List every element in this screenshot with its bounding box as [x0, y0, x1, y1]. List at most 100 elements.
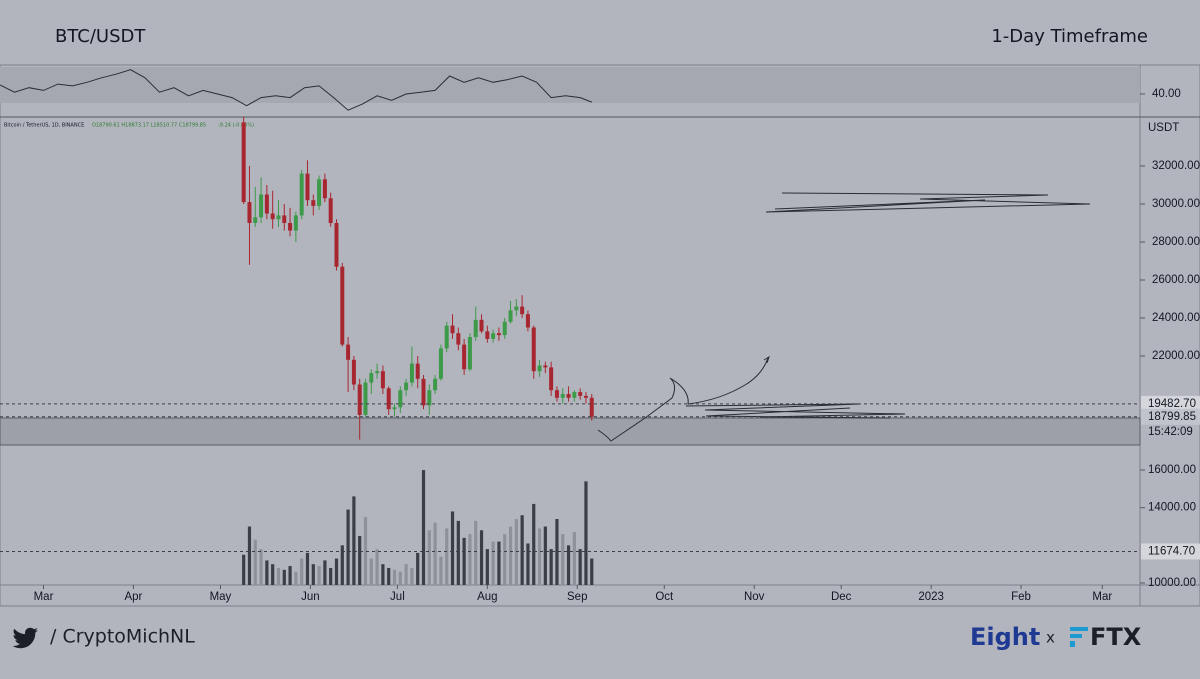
volume-average-label: 11674.70 [1148, 546, 1195, 558]
volume-bar [491, 541, 495, 585]
volume-bar [468, 534, 472, 585]
candle-body [496, 333, 501, 336]
handle: / CryptoMichNL [50, 626, 195, 648]
volume-bar [590, 558, 594, 585]
volume-bar [450, 511, 455, 585]
candle-body [456, 333, 461, 345]
candle-body [247, 202, 252, 224]
volume-bar [398, 571, 402, 585]
x-tick-label: Mar [1092, 591, 1112, 603]
volume-bar [572, 532, 576, 585]
volume-bar [323, 560, 327, 585]
volume-bar [566, 545, 571, 585]
candle-body [525, 314, 530, 328]
volume-bar [294, 571, 298, 585]
price-tick-label: 22000.00 [1152, 350, 1200, 362]
volume-bar [503, 534, 507, 585]
candle-body [282, 215, 287, 224]
candle-body [346, 344, 351, 360]
x-tick-label: Dec [831, 591, 852, 603]
volume-bar [282, 569, 286, 585]
candle-body [276, 215, 281, 220]
candle-body [259, 194, 264, 218]
candle-body [253, 217, 258, 224]
volume-bar [311, 564, 315, 585]
candle-body [560, 394, 565, 398]
candle-body [357, 384, 362, 415]
twitter-icon [12, 627, 39, 649]
volume-bar [253, 539, 257, 585]
volume-bar [416, 552, 420, 585]
candle-body [462, 344, 467, 370]
candle-body [375, 371, 380, 374]
change-legend: -9.24 (-0.05%) [218, 123, 254, 129]
candle-body [479, 319, 484, 332]
volume-bar [259, 549, 263, 585]
volume-bar [242, 554, 246, 585]
volume-bar [329, 567, 333, 585]
volume-bar [561, 534, 565, 585]
price-tick-label: 32000.00 [1152, 160, 1200, 172]
footer: / CryptoMichNL Eight x FTX [12, 623, 1142, 651]
x-tick-label: Sep [567, 591, 587, 603]
ftx-logo [1070, 627, 1088, 631]
volume-tick-label: 14000.00 [1148, 502, 1196, 514]
candle-body [531, 327, 536, 372]
volume-tick-label: 10000.00 [1148, 577, 1196, 589]
x-tick-label: Jun [301, 591, 320, 603]
candle-body [398, 390, 403, 408]
volume-bar [578, 549, 582, 585]
x-tick-label: May [210, 591, 232, 603]
volume-bar [271, 564, 275, 585]
price-line-label: 18799.85 [1148, 411, 1196, 423]
volume-bar [334, 558, 339, 585]
price-tick-label: 30000.00 [1152, 198, 1200, 210]
volume-bar [288, 566, 292, 585]
volume-bar [497, 541, 501, 585]
volume-tick-label: 16000.00 [1148, 464, 1196, 476]
candle-body [427, 390, 432, 406]
candle-body [514, 306, 519, 311]
volume-bar [317, 566, 321, 585]
candle-body [322, 179, 327, 199]
volume-bar [352, 496, 356, 585]
volume-bar [543, 526, 547, 585]
volume-bar [526, 543, 530, 585]
price-tick-label: 24000.00 [1152, 312, 1200, 324]
volume-bar [520, 515, 524, 585]
volume-bar [375, 549, 379, 585]
x-tick-label: Nov [744, 591, 765, 603]
candle-body [508, 310, 513, 322]
x-tick-label: 2023 [918, 591, 944, 603]
price-tick-label: 26000.00 [1152, 274, 1200, 286]
x-tick-label: Jul [390, 591, 405, 603]
rsi-band [0, 66, 1140, 103]
volume-bar [485, 549, 489, 585]
candle-body [288, 223, 293, 231]
volume-bar [340, 545, 344, 585]
candle-body [491, 333, 496, 339]
candle-body [317, 179, 322, 206]
candle-body [578, 392, 583, 396]
candle-body [293, 215, 298, 231]
ftx-logo [1070, 641, 1075, 647]
candle-body [543, 365, 548, 368]
volume-bar [369, 558, 373, 585]
arrow-head [763, 355, 770, 364]
volume-bar [247, 526, 252, 585]
volume-bar [479, 530, 484, 585]
volume-bar [532, 503, 536, 585]
x-tick-label: Apr [124, 591, 142, 603]
pair-title: BTC/USDT [55, 26, 146, 47]
candle-body [363, 382, 368, 415]
volume-bar [404, 564, 408, 585]
candle-body [270, 213, 275, 220]
candle-body [351, 359, 356, 385]
support-zone [0, 417, 1141, 446]
candle-body [299, 173, 304, 216]
price-line-label: 19482.70 [1148, 398, 1196, 410]
rsi-line [0, 69, 592, 111]
volume-bar [549, 549, 553, 585]
